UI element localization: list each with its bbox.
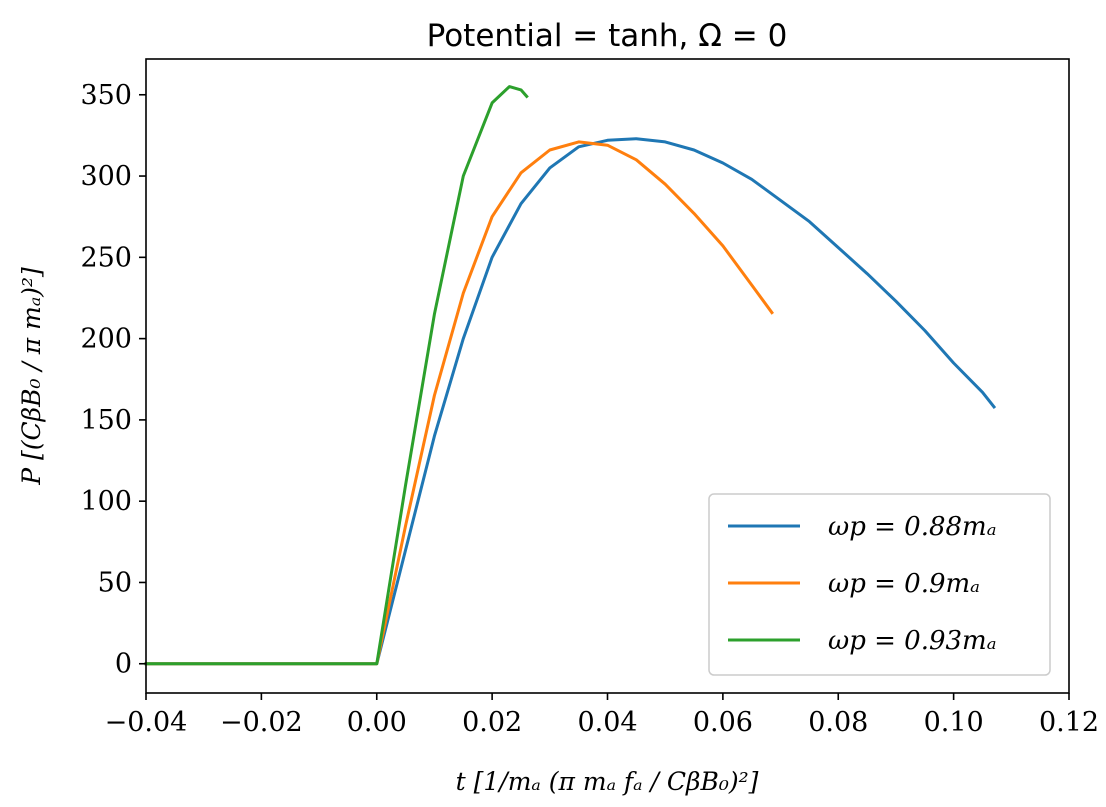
series-lines	[144, 85, 997, 666]
x-tick-label: 0.12	[1039, 707, 1099, 738]
x-tick-label: 0.08	[808, 707, 868, 738]
y-tick-label: 200	[80, 324, 132, 355]
x-tick-label: 0.00	[347, 707, 407, 738]
legend-label-1: ωp = 0.88mₐ	[828, 512, 996, 542]
x-axis: −0.04 −0.02 0.00 0.02 0.04 0.06 0.08 0.10 0.12	[105, 693, 1099, 738]
series-line-2	[144, 140, 774, 666]
x-tick-label: −0.04	[105, 707, 188, 738]
x-tick-label: 0.04	[577, 707, 637, 738]
y-tick-label: 350	[80, 80, 132, 111]
y-axis-label: P [(CβB₀ / π mₐ)²]	[17, 267, 46, 486]
y-tick-label: 0	[115, 649, 132, 680]
legend: ωp = 0.88mₐ ωp = 0.9mₐ ωp = 0.93mₐ	[708, 493, 1051, 676]
y-tick-label: 150	[80, 405, 132, 436]
y-tick-label: 250	[80, 242, 132, 273]
x-tick-label: 0.10	[924, 707, 984, 738]
series-line-1	[144, 137, 997, 666]
series-line-3	[144, 85, 529, 666]
x-tick-label: 0.06	[693, 707, 753, 738]
x-axis-label: t [1/mₐ (π mₐ fₐ / CβB₀)²]	[456, 767, 759, 796]
y-tick-label: 300	[80, 161, 132, 192]
legend-label-3: ωp = 0.93mₐ	[828, 626, 996, 656]
x-tick-label: 0.02	[462, 707, 522, 738]
x-tick-label: −0.02	[220, 707, 303, 738]
y-tick-label: 100	[80, 486, 132, 517]
chart-title: Potential = tanh, Ω = 0	[427, 18, 788, 54]
y-tick-label: 50	[98, 567, 132, 598]
legend-label-2: ωp = 0.9mₐ	[828, 569, 980, 599]
legend-box	[708, 493, 1051, 676]
y-axis: 0 50 100 150 200 250 300 350	[80, 80, 146, 680]
